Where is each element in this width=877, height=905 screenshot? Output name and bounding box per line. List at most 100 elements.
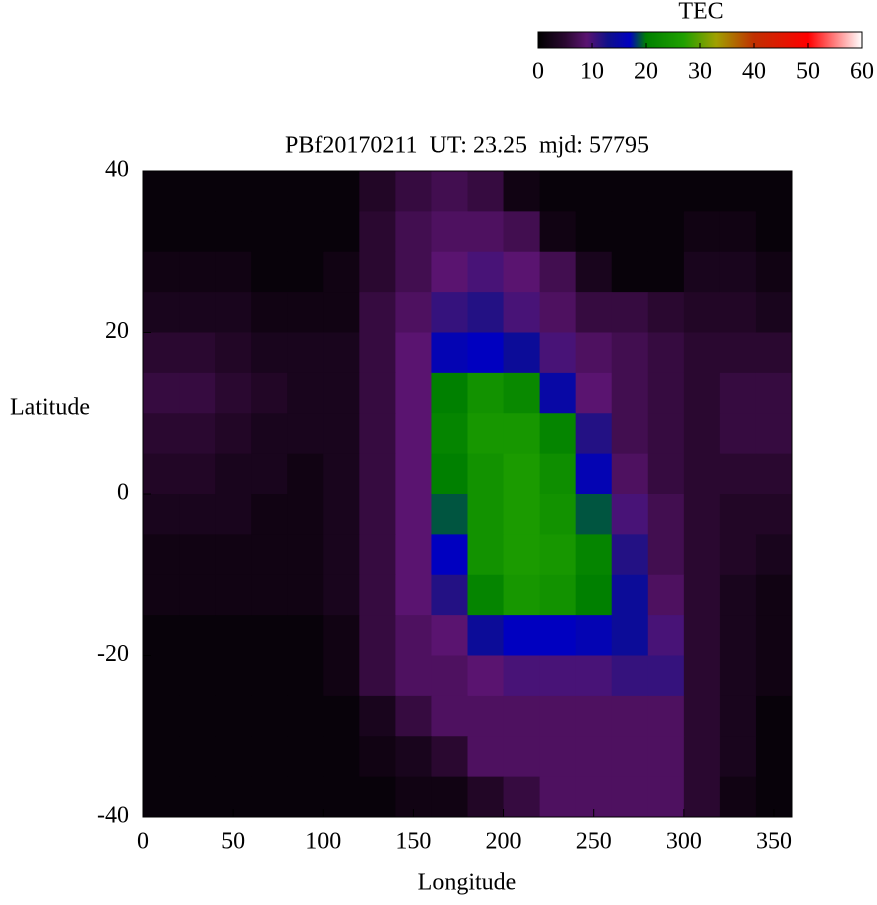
heatmap-cell bbox=[395, 655, 432, 697]
heatmap-cell bbox=[251, 494, 288, 535]
heatmap-cell bbox=[251, 413, 288, 455]
heatmap-cell bbox=[611, 695, 649, 737]
heatmap-cell bbox=[683, 453, 721, 495]
heatmap-cell bbox=[683, 615, 721, 656]
heatmap-cell bbox=[719, 776, 757, 818]
heatmap-cell bbox=[395, 251, 432, 293]
heatmap-cell bbox=[683, 574, 721, 616]
heatmap-cell bbox=[287, 251, 324, 293]
heatmap-cell bbox=[683, 736, 721, 778]
heatmap-cell bbox=[503, 453, 541, 495]
heatmap-cell bbox=[719, 655, 757, 697]
heatmap-cell bbox=[395, 372, 432, 414]
heatmap-cell bbox=[323, 736, 360, 778]
heatmap-cell bbox=[143, 776, 180, 818]
heatmap-cell bbox=[179, 372, 216, 414]
heatmap-cell bbox=[539, 494, 577, 535]
heatmap-cell bbox=[143, 372, 180, 414]
heatmap-cell bbox=[179, 494, 216, 535]
heatmap-cell bbox=[575, 615, 613, 656]
x-tick-label: 350 bbox=[756, 829, 792, 855]
heatmap-cell bbox=[575, 655, 613, 697]
heatmap-cell bbox=[323, 574, 360, 616]
heatmap-cell bbox=[431, 251, 468, 293]
heatmap-cell bbox=[683, 332, 721, 374]
heatmap-cell bbox=[323, 615, 360, 656]
heatmap-cell bbox=[503, 171, 541, 212]
x-tick-label: 300 bbox=[666, 829, 702, 855]
heatmap-cell bbox=[431, 776, 468, 818]
heatmap-cell bbox=[251, 574, 288, 616]
heatmap-cell bbox=[359, 211, 396, 253]
heatmap-cell bbox=[503, 251, 541, 293]
heatmap-cell bbox=[359, 292, 396, 333]
heatmap-cell bbox=[467, 171, 505, 212]
heatmap-cell bbox=[647, 171, 685, 212]
heatmap-cell bbox=[251, 453, 288, 495]
heatmap-cell bbox=[143, 211, 180, 253]
heatmap-cell bbox=[611, 372, 649, 414]
heatmap-cell bbox=[431, 655, 468, 697]
heatmap-cell bbox=[647, 736, 685, 778]
heatmap-cell bbox=[323, 453, 360, 495]
x-tick-label: 100 bbox=[305, 829, 341, 855]
heatmap-cell bbox=[395, 332, 432, 374]
heatmap-cell bbox=[539, 211, 577, 253]
heatmap-cell bbox=[359, 372, 396, 414]
heatmap-cell bbox=[647, 615, 685, 656]
heatmap-cell bbox=[251, 655, 288, 697]
y-axis-label: Latitude bbox=[10, 395, 90, 421]
heatmap-cell bbox=[143, 494, 180, 535]
heatmap-cell bbox=[755, 332, 793, 374]
heatmap-cell bbox=[251, 776, 288, 818]
heatmap-cell bbox=[719, 372, 757, 414]
heatmap-cell bbox=[611, 574, 649, 616]
heatmap-cell bbox=[143, 171, 180, 212]
heatmap-cell bbox=[431, 332, 468, 374]
heatmap-cell bbox=[287, 534, 324, 576]
heatmap-cell bbox=[467, 494, 505, 535]
heatmap-cell bbox=[503, 655, 541, 697]
heatmap-cell bbox=[359, 494, 396, 535]
y-tick-label: -20 bbox=[97, 641, 129, 667]
heatmap-cell bbox=[323, 292, 360, 333]
heatmap-cell bbox=[431, 413, 468, 455]
heatmap-cell bbox=[647, 251, 685, 293]
heatmap-cell bbox=[647, 655, 685, 697]
heatmap-cell bbox=[467, 292, 505, 333]
heatmap-cell bbox=[755, 736, 793, 778]
heatmap-cell bbox=[755, 615, 793, 656]
heatmap-cell bbox=[719, 574, 757, 616]
heatmap-cell bbox=[539, 251, 577, 293]
heatmap-cell bbox=[575, 292, 613, 333]
heatmap-cell bbox=[503, 776, 541, 818]
heatmap-cell bbox=[359, 251, 396, 293]
heatmap-cell bbox=[395, 413, 432, 455]
heatmap-cell bbox=[575, 171, 613, 212]
heatmap-cell bbox=[287, 615, 324, 656]
heatmap-cell bbox=[467, 251, 505, 293]
heatmap-cell bbox=[179, 534, 216, 576]
heatmap-cell bbox=[287, 776, 324, 818]
heatmap-cell bbox=[611, 413, 649, 455]
heatmap-cell bbox=[395, 695, 432, 737]
heatmap-cell bbox=[719, 615, 757, 656]
heatmap-cell bbox=[287, 453, 324, 495]
heatmap-cell bbox=[143, 736, 180, 778]
heatmap-cell bbox=[143, 413, 180, 455]
heatmap-cell bbox=[179, 413, 216, 455]
heatmap-cell bbox=[323, 211, 360, 253]
heatmap-cell bbox=[647, 413, 685, 455]
heatmap-cell bbox=[215, 211, 252, 253]
heatmap-cell bbox=[575, 574, 613, 616]
heatmap-cell bbox=[683, 171, 721, 212]
heatmap-cell bbox=[719, 332, 757, 374]
x-tick-label: 200 bbox=[486, 829, 522, 855]
heatmap-cell bbox=[431, 695, 468, 737]
heatmap-cell bbox=[503, 615, 541, 656]
heatmap-cell bbox=[431, 453, 468, 495]
heatmap-cell bbox=[755, 372, 793, 414]
colorbar-tick-label: 0 bbox=[532, 59, 544, 85]
heatmap-cell bbox=[323, 251, 360, 293]
